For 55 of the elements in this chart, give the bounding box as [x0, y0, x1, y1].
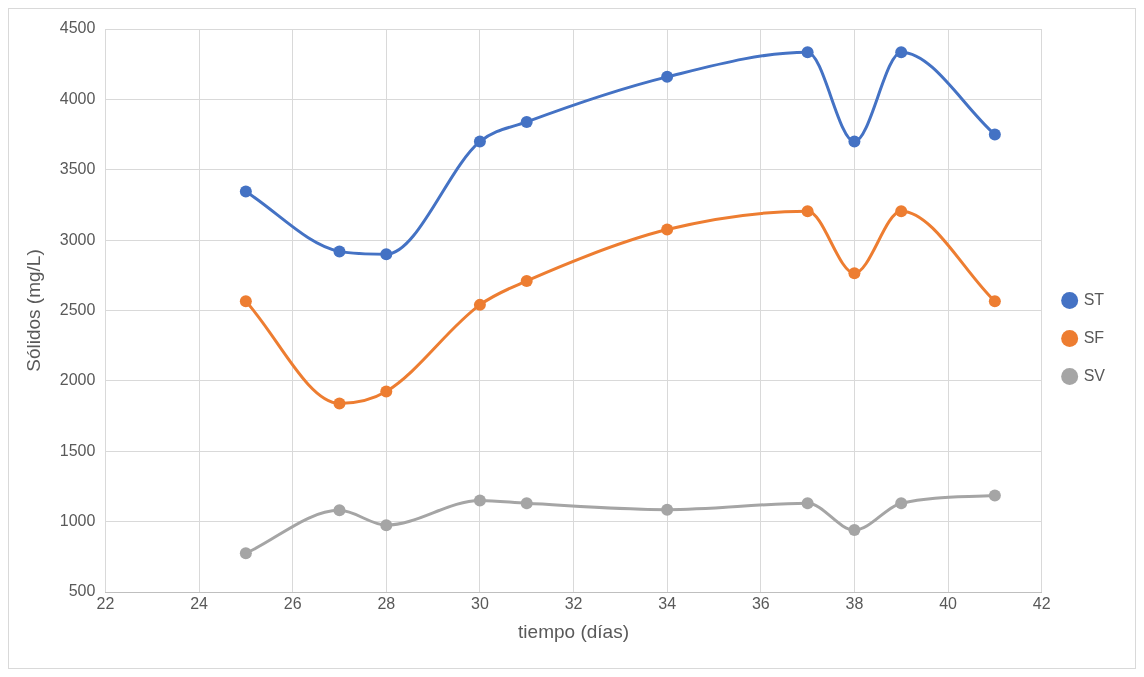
point — [473, 135, 486, 148]
point — [473, 494, 486, 507]
y-tick-label: 3500 — [59, 160, 96, 178]
x-tick-label: 36 — [751, 595, 770, 613]
y-tick-label: 4500 — [59, 19, 96, 37]
x-tick-label: 28 — [377, 595, 396, 613]
point — [988, 128, 1001, 141]
point — [661, 223, 674, 236]
point — [239, 547, 252, 560]
point — [380, 385, 393, 398]
point — [661, 503, 674, 516]
point — [239, 295, 252, 308]
y-tick-label: 3000 — [59, 230, 96, 248]
y-tick-label: 4000 — [59, 89, 96, 107]
point — [848, 135, 861, 148]
point — [895, 497, 908, 510]
point — [988, 489, 1001, 502]
x-tick-label: 42 — [1032, 595, 1051, 613]
point — [473, 298, 486, 311]
point — [239, 185, 252, 198]
point — [520, 115, 533, 128]
y-tick-label: 500 — [68, 582, 96, 600]
point — [380, 248, 393, 261]
point — [380, 519, 393, 532]
point — [661, 70, 674, 83]
point — [801, 497, 814, 510]
x-tick-label: 30 — [471, 595, 489, 613]
legend-label: ST — [1083, 290, 1105, 308]
x-tick-label: 34 — [658, 595, 677, 613]
point — [333, 504, 346, 517]
y-axis-title: Sólidos (mg/L) — [22, 249, 44, 372]
point — [895, 205, 908, 218]
x-axis-title: tiempo (días) — [518, 620, 629, 642]
y-tick-label: 1000 — [59, 512, 96, 530]
x-tick-label: 24 — [190, 595, 209, 613]
y-tick-label: 1500 — [59, 441, 96, 459]
point — [333, 397, 346, 410]
point — [520, 497, 533, 510]
point — [801, 46, 814, 59]
legend-label: SV — [1083, 366, 1106, 384]
y-tick-label: 2000 — [59, 371, 96, 389]
y-tick-label: 2500 — [59, 300, 96, 318]
point — [801, 205, 814, 218]
point — [333, 245, 346, 258]
x-tick-label: 40 — [939, 595, 958, 613]
point — [895, 46, 908, 59]
x-tick-label: 32 — [564, 595, 583, 613]
point — [988, 295, 1001, 308]
x-tick-label: 22 — [96, 595, 115, 613]
x-tick-label: 26 — [283, 595, 302, 613]
legend-label: SF — [1083, 328, 1105, 346]
point — [520, 274, 533, 287]
point — [848, 524, 861, 537]
x-tick-label: 38 — [845, 595, 864, 613]
point — [848, 267, 861, 280]
